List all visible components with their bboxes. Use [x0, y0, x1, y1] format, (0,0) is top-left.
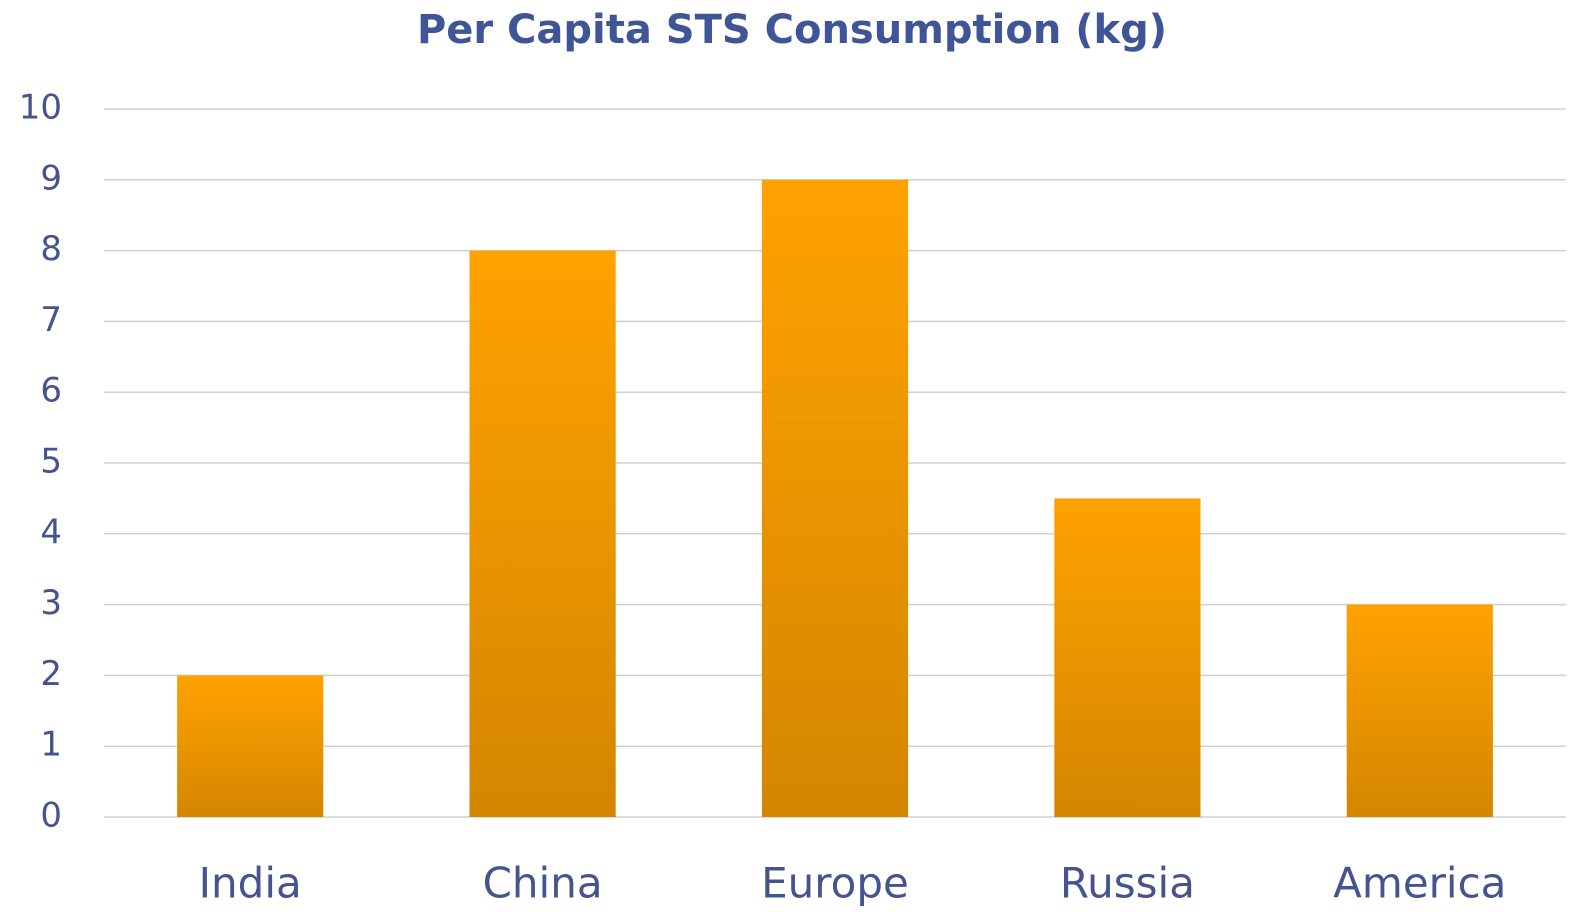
y-tick-label: 2 [40, 654, 62, 694]
bar [761, 179, 909, 818]
bar [1054, 498, 1201, 817]
bar [1346, 604, 1493, 817]
y-tick-label: 9 [40, 158, 62, 198]
chart-title: Per Capita STS Consumption (kg) [417, 7, 1167, 53]
y-tick-label: 8 [40, 229, 62, 269]
bar [177, 675, 324, 817]
y-tick-label: 6 [40, 371, 62, 411]
y-tick-label: 1 [40, 725, 62, 765]
x-tick-label: America [1333, 859, 1506, 908]
y-tick-label: 5 [40, 442, 62, 482]
x-tick-label: China [483, 859, 603, 908]
x-tick-label: Europe [761, 859, 909, 908]
y-tick-label: 3 [40, 583, 62, 623]
y-tick-label: 10 [19, 88, 62, 128]
bar [469, 250, 616, 818]
x-tick-label: Russia [1060, 859, 1195, 908]
y-tick-label: 0 [40, 796, 62, 836]
x-tick-label: India [199, 859, 302, 908]
y-tick-label: 4 [40, 512, 62, 552]
y-tick-label: 7 [40, 300, 62, 340]
